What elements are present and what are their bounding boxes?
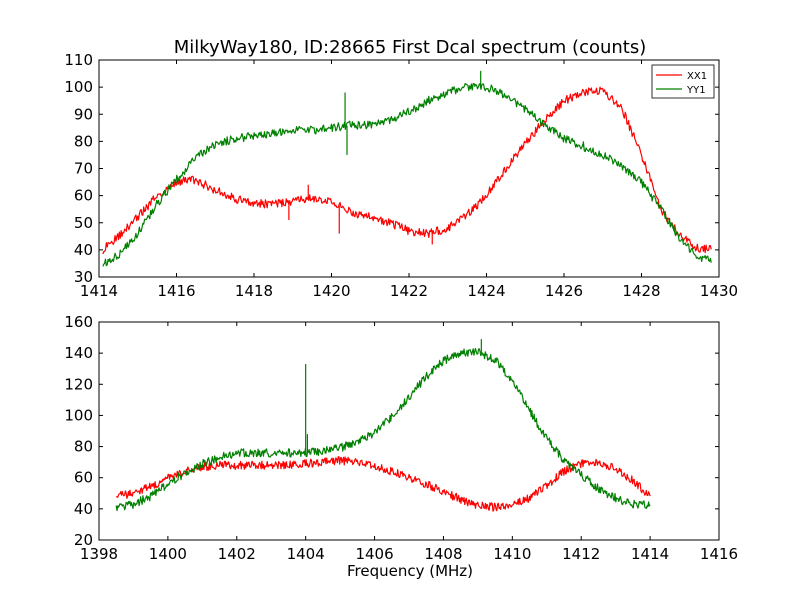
y-tick-label: 40 (74, 241, 93, 259)
x-tick-label: 1408 (424, 545, 462, 563)
series-line-trace-1 (115, 347, 651, 512)
x-tick-label: 1416 (700, 545, 738, 563)
x-tick-label: 1428 (622, 282, 660, 300)
y-tick-label: 80 (74, 132, 93, 150)
panel-bottom: 1398 1400 1402 1404 1406 1408 1410 1412 1414 1416… (64, 313, 738, 563)
x-tick-label: 1412 (562, 545, 600, 563)
y-tick-label: 20 (74, 531, 93, 549)
plot-frame (98, 321, 720, 541)
x-tick-label: 1406 (355, 545, 393, 563)
legend-label: XX1 (687, 71, 707, 82)
series-line-xx1 (102, 86, 712, 255)
series-line-yy1 (102, 82, 712, 267)
x-tick-label: 1400 (149, 545, 187, 563)
x-tick-label: 1426 (545, 282, 583, 300)
y-tick-label: 140 (64, 344, 93, 362)
legend-box (651, 64, 715, 99)
y-tick-label: 30 (74, 268, 93, 286)
x-tick-label: 1416 (157, 282, 195, 300)
y-tick-label: 100 (64, 406, 93, 424)
x-tick-label: 1398 (80, 545, 118, 563)
y-tick-label: 40 (74, 500, 93, 518)
x-tick-label: 1414 (631, 545, 669, 563)
x-axis-label: Frequency (MHz) (347, 562, 473, 580)
x-tick-label: 1430 (700, 282, 738, 300)
series-line-trace-0 (115, 456, 651, 512)
x-tick-label: 1424 (467, 282, 505, 300)
y-tick-label: 70 (74, 160, 93, 178)
x-tick-label: 1402 (218, 545, 256, 563)
y-tick-label: 50 (74, 214, 93, 232)
panel-top: 1414 1416 1418 1420 1422 1424 1426 1428 1430 30 40… (64, 51, 738, 300)
y-tick-label: 60 (74, 187, 93, 205)
y-tick-label: 120 (64, 375, 93, 393)
y-tick-label: 110 (64, 51, 93, 69)
y-tick-label: 60 (74, 469, 93, 487)
y-tick-label: 160 (64, 313, 93, 331)
chart-title: MilkyWay180, ID:28665 First Dcal spectru… (174, 37, 647, 58)
x-tick-label: 1404 (287, 545, 325, 563)
x-tick-label: 1420 (312, 282, 350, 300)
x-tick-label: 1418 (235, 282, 273, 300)
legend-label: YY1 (686, 85, 706, 96)
x-tick-label: 1414 (80, 282, 118, 300)
x-tick-label: 1410 (493, 545, 531, 563)
y-tick-label: 90 (74, 105, 93, 123)
y-tick-label: 100 (64, 78, 93, 96)
x-tick-label: 1422 (390, 282, 428, 300)
y-tick-label: 80 (74, 438, 93, 456)
